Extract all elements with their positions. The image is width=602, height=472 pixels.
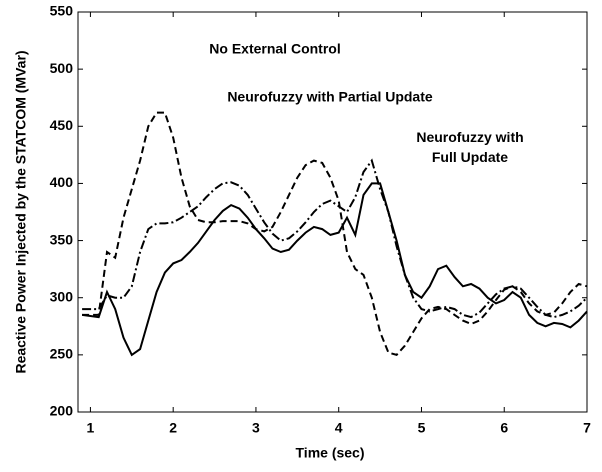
y-tick-label: 250 xyxy=(50,346,74,362)
y-tick-label: 450 xyxy=(50,117,74,133)
x-tick-label: 1 xyxy=(87,420,95,436)
annotation: Neurofuzzy with Full Update xyxy=(416,129,523,165)
y-tick-label: 400 xyxy=(50,174,74,190)
x-tick-label: 2 xyxy=(169,420,177,436)
y-tick-label: 500 xyxy=(50,60,74,76)
annotation: No External Control xyxy=(209,41,340,57)
data-line xyxy=(82,111,588,357)
y-tick-label: 200 xyxy=(50,403,74,419)
y-tick-label: 300 xyxy=(50,288,74,304)
x-tick-label: 5 xyxy=(418,420,426,436)
annotation-line: Full Update xyxy=(432,149,508,165)
data-line xyxy=(81,182,588,357)
x-axis-label: Time (sec) xyxy=(296,445,365,461)
plot-area xyxy=(77,11,588,413)
x-tick-label: 7 xyxy=(583,420,591,436)
annotation-line: Neurofuzzy with xyxy=(416,129,523,145)
data-line xyxy=(82,158,588,319)
annotation: Neurofuzzy with Partial Update xyxy=(227,89,433,105)
y-axis-label: Reactive Power Injected by the STATCOM (… xyxy=(13,50,29,373)
y-tick-label: 350 xyxy=(50,231,74,247)
x-tick-label: 4 xyxy=(335,420,343,436)
x-tick-label: 6 xyxy=(500,420,508,436)
y-tick-label: 550 xyxy=(50,3,74,19)
x-tick-label: 3 xyxy=(252,420,260,436)
